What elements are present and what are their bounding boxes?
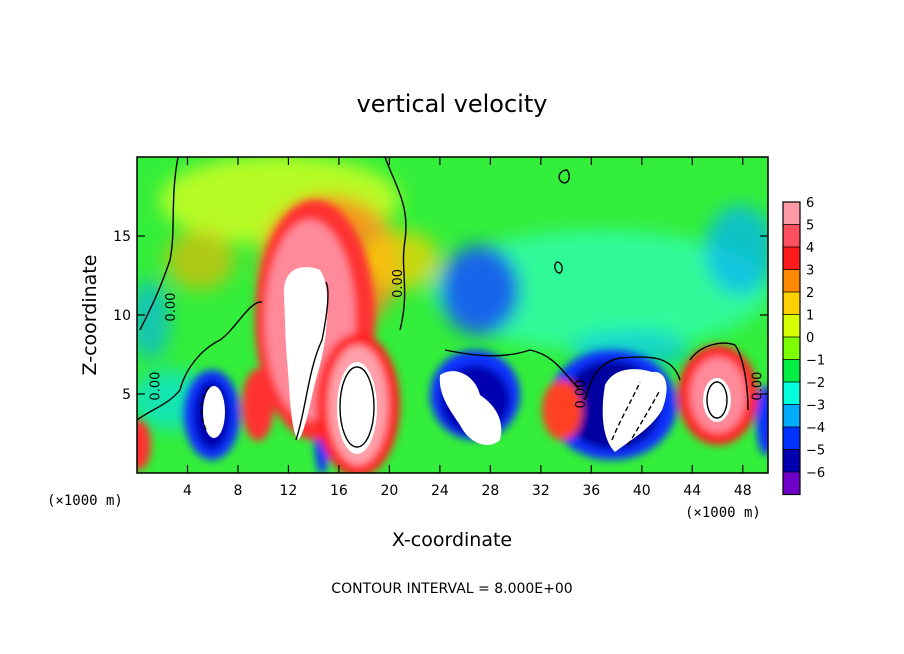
contour-labels: 0.00 0.00 0.00 0.00 0.00	[149, 269, 766, 409]
y-tick-label: 5	[122, 387, 131, 403]
saturated-cores	[203, 267, 731, 454]
colorbar-label: −1	[806, 354, 825, 369]
colorbar-label: −6	[806, 466, 825, 481]
x-unit-label-left: (×1000 m)	[47, 493, 123, 509]
colorbar-label: 0	[806, 331, 814, 346]
contour-interval-note: CONTOUR INTERVAL = 8.000E+00	[331, 581, 572, 597]
x-tick-label: 40	[633, 483, 651, 499]
colorbar-swatch	[783, 202, 800, 225]
x-tick-label: 36	[582, 483, 600, 499]
y-tick-label: 15	[113, 229, 131, 245]
colorbar-swatch	[783, 247, 800, 270]
colorbar-label: −3	[806, 399, 825, 414]
x-tick-label: 12	[280, 483, 298, 499]
colorbar-swatch	[783, 224, 800, 247]
contour-label: 0.00	[149, 372, 164, 401]
colorbar-swatch	[783, 314, 800, 337]
x-tick-label: 48	[734, 483, 752, 499]
colorbar-label: 6	[806, 196, 814, 211]
contour-label: 0.00	[164, 293, 179, 322]
colorbar-swatch	[783, 359, 800, 382]
colorbar-swatch	[783, 382, 800, 405]
chart-title: vertical velocity	[357, 90, 548, 118]
colorbar-label: −4	[806, 421, 825, 436]
x-tick-label: 32	[532, 483, 550, 499]
colorbar-label: 4	[806, 241, 814, 256]
x-tick-label: 44	[683, 483, 701, 499]
colorbar-swatch	[783, 427, 800, 450]
x-tick-label: 28	[481, 483, 499, 499]
x-tick-label: 8	[233, 483, 242, 499]
contour-label: 0.00	[391, 269, 406, 298]
x-tick-label: 4	[183, 483, 192, 499]
colorbar-label: 5	[806, 219, 814, 234]
colorbar-swatch	[783, 449, 800, 472]
colorbar-label: −5	[806, 444, 825, 459]
x-tick-label: 24	[431, 483, 449, 499]
x-tick-label: 20	[380, 483, 398, 499]
colorbar-label: 2	[806, 286, 814, 301]
colorbar-swatch	[783, 472, 800, 495]
colorbar-label: −2	[806, 376, 825, 391]
x-unit-label-right: (×1000 m)	[685, 505, 761, 521]
x-axis-label: X-coordinate	[392, 529, 512, 551]
y-tick-label: 10	[113, 308, 131, 324]
colorbar-swatch	[783, 404, 800, 427]
plot-area: 0.00 0.00 0.00 0.00 0.00	[137, 157, 768, 473]
colorbar: 6 5 4 3 2 1 0 −1 −2 −3 −4 −5 −6	[782, 196, 825, 496]
x-tick-label: 16	[330, 483, 348, 499]
contour-lines	[137, 157, 749, 448]
colorbar-swatch	[783, 269, 800, 292]
colorbar-label: 1	[806, 309, 814, 324]
contour-label: 0.00	[751, 372, 766, 401]
contour-label: 0.00	[574, 380, 589, 409]
colorbar-swatch	[783, 337, 800, 360]
y-axis-label: Z-coordinate	[79, 255, 101, 376]
colorbar-label: 3	[806, 264, 814, 279]
colorbar-swatch	[783, 292, 800, 315]
